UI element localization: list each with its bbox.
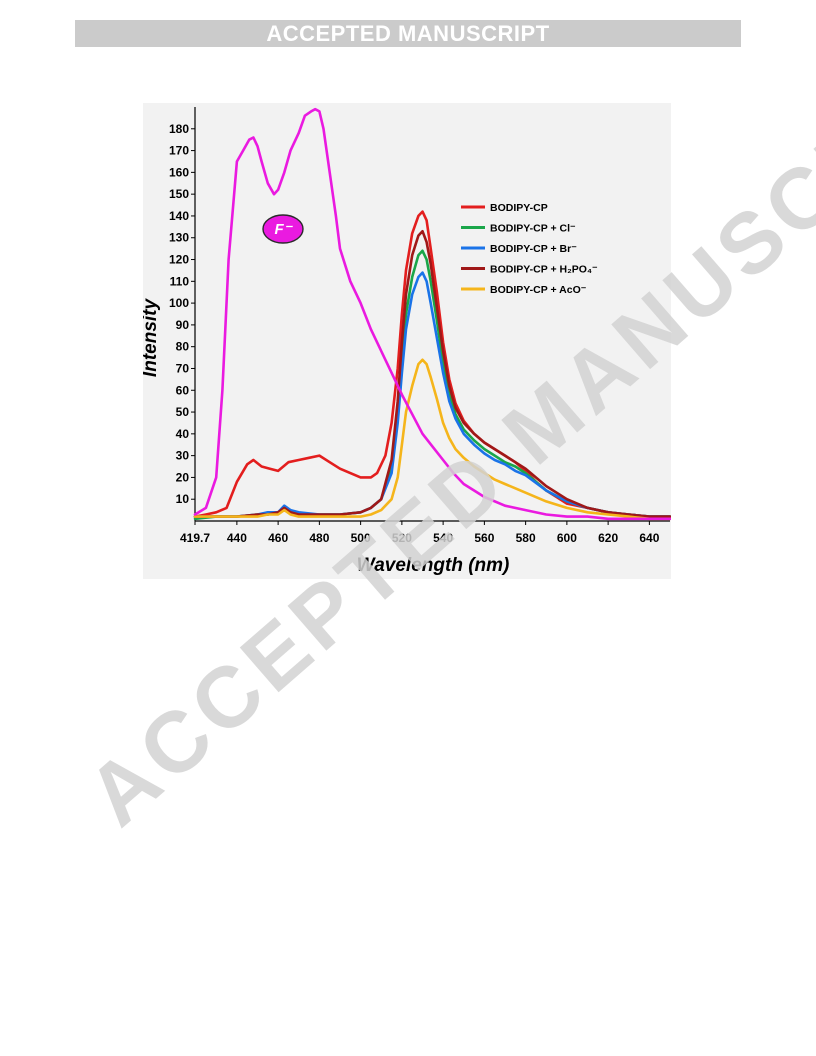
x-tick-label: 500 xyxy=(351,531,371,545)
y-tick-label: 50 xyxy=(176,405,190,419)
x-tick-label: 440 xyxy=(227,531,247,545)
legend-label-2: BODIPY-CP + Br⁻ xyxy=(490,243,577,255)
y-tick-label: 130 xyxy=(169,231,189,245)
fluoride-badge xyxy=(262,214,304,244)
series-line-2 xyxy=(193,271,671,518)
y-tick-label: 120 xyxy=(169,253,189,267)
y-tick-label: 150 xyxy=(169,187,189,201)
y-tick-label: 100 xyxy=(169,296,189,310)
series-line-4 xyxy=(193,358,671,521)
x-tick-label: 640 xyxy=(639,531,659,545)
y-tick-label: 30 xyxy=(176,449,190,463)
fluoride-badge-label: F⁻ xyxy=(274,221,293,238)
banner-text: ACCEPTED MANUSCRIPT xyxy=(266,20,550,46)
y-tick-label: 10 xyxy=(176,492,190,506)
legend-label-3: BODIPY-CP + H₂PO₄⁻ xyxy=(490,264,598,276)
legend-label-0: BODIPY-CP xyxy=(490,202,548,214)
x-tick-label: 600 xyxy=(557,531,577,545)
series-line-3 xyxy=(193,229,671,518)
x-tick-label: 560 xyxy=(474,531,494,545)
series-line-5 xyxy=(193,107,671,521)
y-tick-label: 90 xyxy=(176,318,190,332)
y-tick-label: 40 xyxy=(176,427,190,441)
x-tick-label: 460 xyxy=(268,531,288,545)
emission-spectra-figure: 10 20 30 40 50 60 70 80 90 100 110 120 130 140 150 160 1… xyxy=(143,103,671,579)
y-tick-label: 170 xyxy=(169,144,189,158)
y-tick-label: 110 xyxy=(170,274,190,288)
legend-label-1: BODIPY-CP + Cl⁻ xyxy=(490,223,576,235)
x-tick-label: 419.7 xyxy=(180,531,210,545)
accepted-manuscript-banner: ACCEPTED MANUSCRIPT xyxy=(75,20,741,47)
y-tick-label: 140 xyxy=(169,209,189,223)
x-tick-label: 620 xyxy=(598,531,618,545)
y-tick-label: 80 xyxy=(176,340,190,354)
y-tick-label: 60 xyxy=(176,383,190,397)
x-axis-title: Wavelength (nm) xyxy=(357,555,510,576)
y-tick-label: 160 xyxy=(169,165,189,179)
x-tick-label: 580 xyxy=(516,531,536,545)
legend-label-4: BODIPY-CP + AcO⁻ xyxy=(490,284,587,296)
x-tick-label: 480 xyxy=(309,531,329,545)
y-axis-title: Intensity xyxy=(143,298,161,378)
y-tick-label: 70 xyxy=(176,361,190,375)
y-tick-label: 20 xyxy=(176,470,190,484)
x-tick-label: 520 xyxy=(392,531,412,545)
x-tick-label: 540 xyxy=(433,531,453,545)
emission-spectra-chart: 10 20 30 40 50 60 70 80 90 100 110 120 130 140 150 160 1… xyxy=(143,103,671,579)
y-tick-label: 180 xyxy=(169,122,189,136)
